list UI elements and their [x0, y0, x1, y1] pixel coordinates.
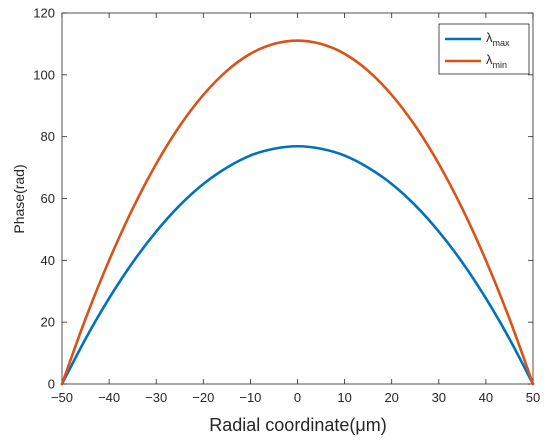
y-axis: 0 20 40 60 80 100 120: [33, 6, 533, 392]
y-tick-label: 60: [41, 191, 55, 206]
y-tick-label: 20: [41, 315, 55, 330]
legend-label-min: λmin: [486, 52, 507, 70]
legend-box: [438, 23, 530, 75]
x-tick-label: 30: [432, 390, 446, 405]
x-tick-label: −40: [98, 390, 120, 405]
legend-label-max: λmax: [486, 30, 510, 48]
y-tick-label: 80: [41, 129, 55, 144]
plot-area: [61, 12, 534, 385]
y-tick-label: 100: [33, 67, 55, 82]
series-line-max: [60, 144, 535, 386]
x-tick-label: 40: [479, 390, 493, 405]
series-layer: [60, 39, 535, 386]
x-tick-label: −10: [239, 390, 261, 405]
y-tick-label: 120: [33, 6, 55, 21]
y-tick-label: 0: [48, 377, 55, 392]
x-tick-label: 10: [337, 390, 351, 405]
legend: λmax λmin: [438, 23, 530, 75]
x-tick-label: −20: [192, 390, 214, 405]
x-tick-label: 0: [294, 390, 301, 405]
x-tick-label: 20: [384, 390, 398, 405]
series-line-min: [60, 39, 535, 386]
x-axis-label: Radial coordinate(μm): [209, 415, 386, 435]
x-tick-label: 50: [526, 390, 540, 405]
x-tick-label: −30: [145, 390, 167, 405]
plot-border: [61, 12, 534, 385]
y-tick-label: 40: [41, 253, 55, 268]
x-axis: −50 −40 −30 −20 −10 0 10 20 30 40 50: [51, 13, 540, 405]
y-axis-label: Phase(rad): [11, 164, 27, 233]
x-tick-label: −50: [51, 390, 73, 405]
